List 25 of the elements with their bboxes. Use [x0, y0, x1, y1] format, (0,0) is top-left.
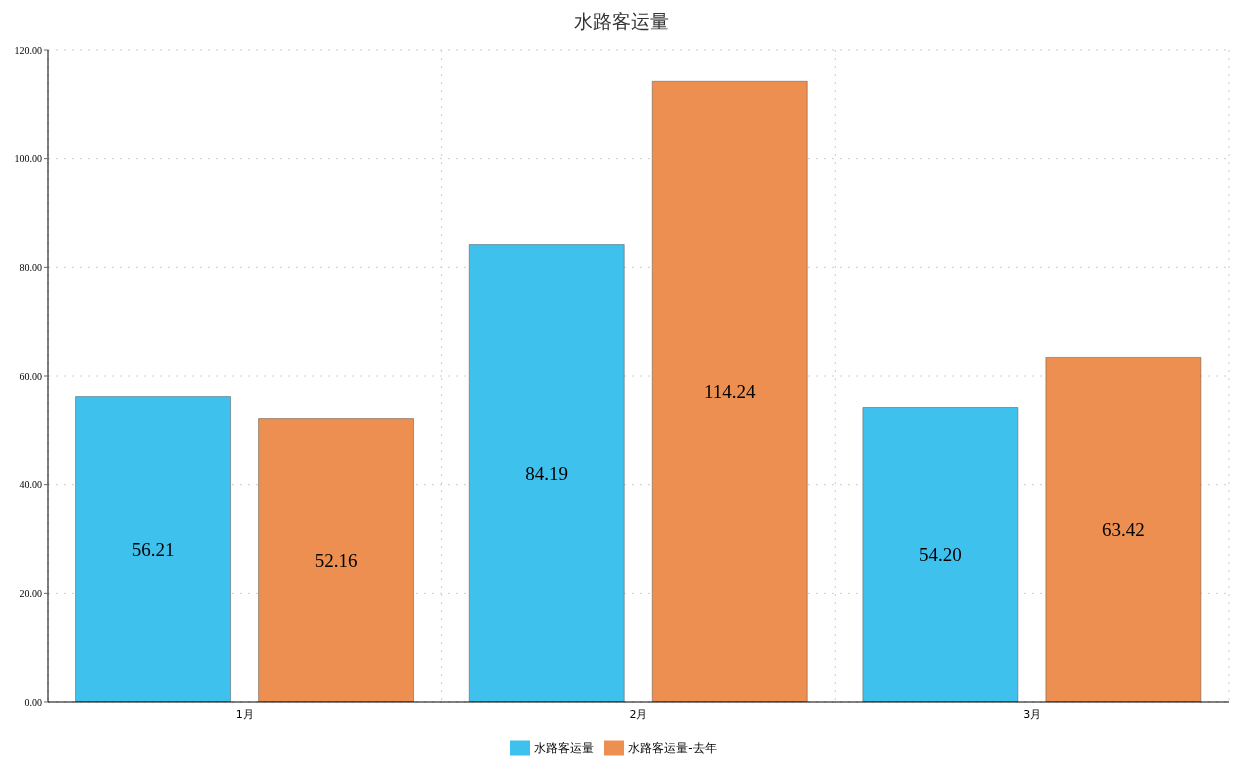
- data-label: 84.19: [525, 462, 569, 484]
- y-tick-label: 120.00: [14, 44, 42, 56]
- bar: [1045, 357, 1202, 702]
- data-label: 114.24: [703, 381, 756, 403]
- bar: [862, 407, 1019, 702]
- y-tick-label: 100.00: [14, 153, 42, 165]
- bar: [651, 81, 808, 702]
- bar: [75, 396, 231, 702]
- data-label: 63.42: [1102, 519, 1145, 541]
- y-tick-label: 20.00: [19, 587, 42, 599]
- bar: [468, 244, 625, 702]
- x-tick-label: 3月: [1023, 707, 1042, 721]
- chart-title: 水路客运量: [573, 9, 670, 34]
- y-tick-label: 80.00: [19, 261, 42, 273]
- x-tick-label: 1月: [235, 707, 254, 721]
- legend-label: 水路客运量-去年: [628, 740, 717, 755]
- data-label: 52.16: [314, 549, 358, 571]
- y-tick-label: 0.00: [24, 696, 42, 708]
- x-tick-label: 2月: [629, 707, 648, 721]
- data-label: 54.20: [919, 544, 962, 566]
- y-tick-label: 60.00: [19, 370, 42, 382]
- legend-label: 水路客运量: [534, 740, 595, 755]
- bar: [258, 418, 414, 702]
- data-label: 56.21: [131, 538, 175, 560]
- y-tick-label: 40.00: [19, 479, 42, 491]
